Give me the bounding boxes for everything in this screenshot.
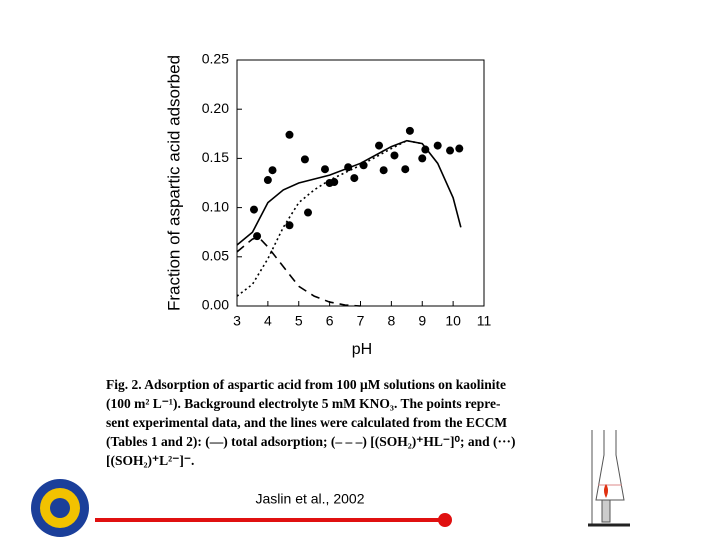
data-point [433, 141, 442, 150]
data-point [421, 145, 430, 154]
x-tick-label: 7 [357, 313, 365, 329]
caption-line: Fig. 2. Adsorption of aspartic acid from… [106, 377, 506, 392]
y-tick-label: 0.00 [202, 297, 229, 313]
caption-line: (100 m² L⁻¹). Background electrolyte 5 m… [106, 396, 501, 411]
data-point [320, 165, 329, 174]
data-point [446, 146, 455, 155]
line-solid [236, 139, 462, 246]
data-point [300, 155, 309, 164]
x-tick-label: 8 [387, 313, 395, 329]
x-tick-label: 3 [233, 313, 241, 329]
y-tick-label: 0.25 [202, 51, 229, 67]
data-point [249, 205, 258, 214]
data-point [375, 141, 384, 150]
data-point [304, 208, 313, 217]
data-point [268, 166, 277, 175]
data-point [330, 178, 339, 187]
data-point [263, 176, 272, 185]
data-point [350, 174, 359, 183]
y-axis-label: Fraction of aspartic acid adsorbed [164, 55, 183, 311]
logo [31, 479, 89, 537]
line-dotted [236, 139, 423, 297]
data-point [401, 165, 410, 174]
y-tick-label: 0.05 [202, 248, 229, 264]
x-tick-label: 9 [418, 313, 426, 329]
citation: Jaslin et al., 2002 [256, 491, 365, 507]
x-axis-label: pH [352, 341, 372, 358]
caption-line: sent experimental data, and the lines we… [106, 415, 507, 430]
data-point [285, 221, 294, 230]
divider-dot [438, 513, 452, 527]
data-point [390, 151, 399, 160]
y-tick-label: 0.15 [202, 149, 229, 165]
x-tick-label: 6 [326, 313, 334, 329]
x-tick-label: 5 [295, 313, 303, 329]
data-point [455, 144, 464, 153]
caption-line: (Tables 1 and 2): (—) total adsorption; … [106, 434, 515, 449]
x-tick-label: 10 [445, 313, 461, 329]
lab-icon [588, 430, 630, 527]
data-point [418, 154, 427, 163]
data-point [379, 166, 388, 175]
line-dashed [236, 236, 361, 307]
y-tick-label: 0.10 [202, 198, 229, 214]
x-tick-label: 11 [477, 313, 492, 329]
x-tick-label: 4 [264, 313, 272, 329]
data-point [285, 130, 294, 139]
y-tick-label: 0.20 [202, 100, 229, 116]
caption-line: [(SOH₂)⁺L²⁻]⁻. [106, 453, 194, 468]
data-point [405, 126, 414, 135]
caption: Fig. 2. Adsorption of aspartic acid from… [106, 377, 515, 468]
